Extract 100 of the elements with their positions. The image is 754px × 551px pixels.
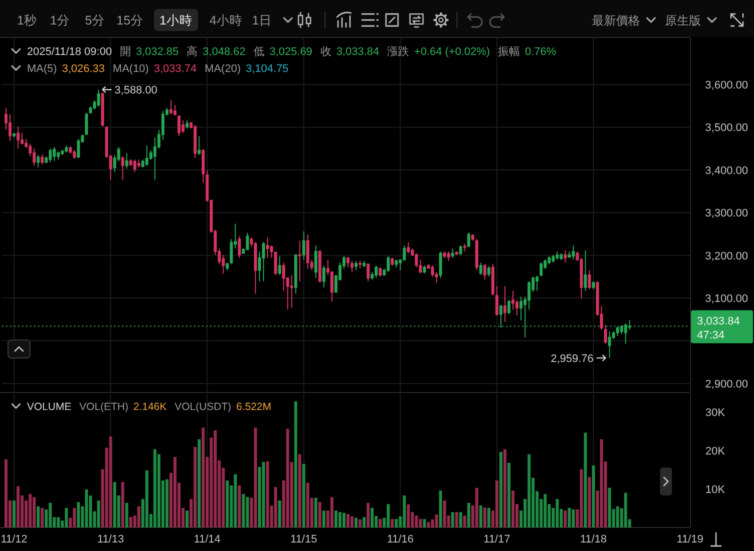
bar (145, 470, 148, 528)
candlestick (479, 262, 482, 276)
text: 原生版 (665, 14, 701, 28)
annotation: 2025/11/18 09:00 (27, 46, 112, 58)
bar (28, 494, 32, 528)
bar (254, 428, 257, 528)
bar (616, 506, 620, 528)
annotation: 0.76% (524, 46, 556, 58)
bar (278, 500, 282, 528)
annotation: 2,959.76 (550, 352, 594, 365)
candlestick (459, 245, 462, 256)
bar (165, 479, 168, 528)
annotation: 3,026.33 (62, 63, 105, 75)
candlestick (12, 132, 16, 138)
candlestick (266, 236, 270, 258)
bar (4, 459, 8, 528)
bar (174, 456, 177, 528)
candlestick (406, 242, 410, 254)
bar (16, 486, 20, 528)
candlestick (503, 286, 506, 322)
annotation: 3,025.69 (269, 46, 312, 58)
bar (32, 497, 36, 528)
bar (426, 522, 430, 528)
candlestick (226, 262, 229, 271)
bar (330, 497, 334, 528)
bar (186, 510, 189, 528)
bar (72, 508, 76, 528)
annotation: 3,033.84 (336, 46, 380, 58)
candlestick (32, 148, 36, 166)
ref-line-label: 3,033.84 (697, 315, 740, 328)
y-tick-label: 3,600.00 (705, 79, 748, 92)
bar (479, 506, 482, 528)
bar (113, 482, 116, 528)
candlestick (552, 254, 555, 264)
y-tick-label: 2,900.00 (705, 378, 748, 390)
y-tick-label: 30K (705, 406, 726, 419)
annotation: VOL(ETH) (79, 401, 128, 413)
candlestick (133, 159, 136, 173)
bar (455, 512, 458, 528)
bar (36, 506, 40, 528)
annotation: VOL(USDT) (174, 401, 232, 413)
candlestick (495, 286, 498, 316)
candlestick (536, 275, 539, 292)
candlestick (174, 104, 177, 116)
bar (302, 464, 306, 528)
bar (487, 508, 490, 528)
bar (544, 494, 547, 528)
bar (137, 506, 140, 528)
x-tick-label: 11/16 (386, 534, 414, 546)
candlestick (390, 257, 394, 266)
bar (84, 489, 88, 528)
candlestick (443, 250, 446, 258)
bar (495, 480, 498, 528)
annotation: 3,104.75 (246, 63, 289, 75)
candlestick (540, 262, 543, 278)
bar (592, 465, 595, 528)
bar (406, 504, 410, 528)
annotation: 收 (320, 46, 332, 58)
candlestick (588, 270, 591, 290)
candlestick (487, 266, 490, 278)
bar (608, 488, 612, 528)
bar (286, 428, 290, 528)
candlestick (374, 265, 378, 278)
bar (451, 512, 454, 528)
candlestick (290, 274, 294, 308)
bar (234, 474, 237, 528)
bar (242, 494, 245, 528)
candlestick (451, 248, 454, 258)
bar (580, 469, 583, 528)
annotation: VOLUME (27, 401, 72, 413)
candlestick (439, 250, 442, 278)
y-tick-label: 3,500.00 (705, 122, 748, 134)
text: 1分 (50, 14, 70, 28)
candlestick (592, 280, 595, 290)
bar (56, 517, 60, 528)
bar (439, 490, 442, 528)
candlestick (584, 250, 587, 292)
bar (467, 502, 470, 528)
y-tick-label: 3,400.00 (705, 164, 748, 177)
annotation: 3,588.00 (114, 84, 158, 97)
annotation: MA(20) (204, 63, 241, 75)
candlestick (254, 242, 257, 294)
bar (342, 512, 346, 528)
bar (318, 502, 322, 528)
candlestick (471, 234, 474, 242)
annotation: 6.522M (236, 401, 272, 413)
candlestick (306, 234, 310, 270)
bar (298, 454, 302, 528)
bar (564, 510, 567, 528)
candlestick (483, 263, 486, 280)
bar (588, 476, 591, 528)
candlestick (378, 266, 382, 278)
bar (418, 519, 422, 528)
bar (366, 502, 370, 528)
annotation: 低 (253, 46, 264, 58)
annotation: 振幅 (498, 46, 520, 58)
candlestick (302, 230, 306, 260)
x-tick-label: 11/18 (580, 534, 607, 546)
candlestick (238, 236, 241, 258)
bar (556, 498, 559, 528)
